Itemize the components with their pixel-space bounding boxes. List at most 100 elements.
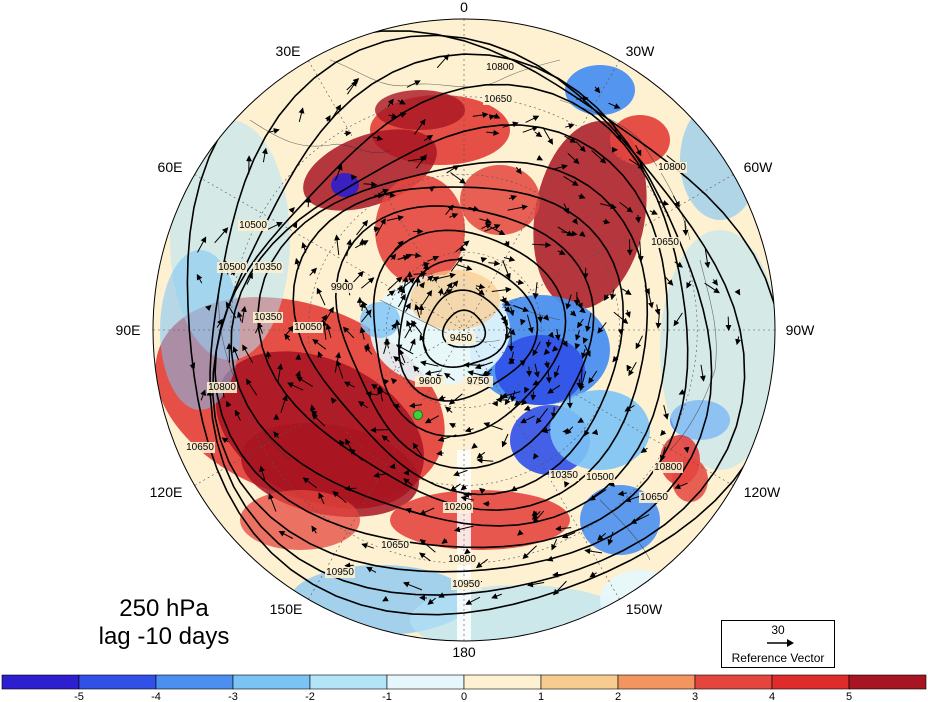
wind-vector [617,490,627,497]
wind-vector [301,241,308,253]
wind-vector [444,406,453,413]
wind-vector [471,442,478,449]
wind-vector [246,378,258,396]
height-contour [372,229,567,438]
longitude-label: 0 [460,0,468,15]
wind-vector [654,304,661,316]
wind-vector [343,381,355,388]
wind-vector [246,272,253,285]
wind-vector [311,413,326,427]
colorbar-swatch [1,674,80,690]
wind-vector [483,422,503,430]
wind-vector [351,174,358,181]
wind-vector [459,245,467,252]
wind-vector [446,165,460,174]
wind-vector [504,324,516,336]
wind-vector [510,485,518,492]
coastline [669,259,717,451]
wind-vector [460,495,475,502]
wind-vector [403,478,413,486]
wind-vector [394,240,404,251]
contour-label-bg [639,492,669,503]
wind-vector [547,331,555,339]
wind-vector [704,282,720,294]
wind-vector [588,370,598,384]
wind-vector [317,351,324,359]
coastline [249,119,391,154]
contour-label-bg [325,567,355,578]
wind-vector [659,446,666,462]
wind-vector [552,571,565,578]
wind-vector [569,310,577,317]
wind-vector [561,230,578,237]
wind-vector [259,465,266,482]
colorbar-swatch [848,674,927,690]
title-level: 250 hPa [119,595,209,622]
wind-vector [545,370,552,384]
wind-vector [399,255,410,261]
wind-vector [578,193,586,199]
wind-vector [294,257,301,270]
wind-vector [532,510,545,524]
wind-vector [613,311,629,324]
wind-vector [579,307,586,314]
wind-vector [242,344,253,363]
coastline [329,59,561,88]
contour-label: 10050 [294,322,322,333]
wind-vector [584,548,603,555]
height-contour [257,160,649,512]
wind-vector [583,428,590,437]
wind-vector [196,273,203,284]
wind-vector [381,435,390,443]
colorbar-tick-label: -1 [382,691,392,702]
colorbar-tick-label: -4 [151,691,161,702]
reference-vector-label: Reference Vector [731,651,825,665]
wind-vector [635,214,642,224]
wind-vector [221,437,229,444]
wind-vector [619,202,633,213]
anomaly-patch [460,165,540,235]
wind-vector [542,127,554,145]
wind-vector [522,545,537,560]
wind-vector [507,358,515,364]
wind-vector [305,196,312,208]
wind-vector [547,384,561,394]
wind-vector [214,227,229,244]
colorbar-tick-label: 2 [615,691,621,702]
wind-vector [608,102,621,109]
wind-vector [377,385,384,402]
wind-vector [581,348,587,359]
wind-vector [427,275,434,282]
wind-vector [577,369,584,390]
coastline [559,99,691,241]
wind-vector [302,477,318,489]
wind-vector [678,389,686,395]
wind-vector [365,391,378,398]
wind-vector [577,417,585,423]
wind-vector [576,95,589,102]
wind-vector [427,255,440,262]
wind-vector [501,433,509,448]
wind-vector [621,288,632,295]
wind-vector [449,423,456,429]
wind-vector [346,78,360,91]
colorbar-tick-label: 5 [846,691,852,702]
wind-vector [553,580,567,596]
wind-vector [359,301,366,312]
wind-vector [522,125,539,133]
wind-vector [513,305,530,313]
wind-vector [563,203,570,215]
wind-vector [443,282,453,295]
wind-vector [482,368,493,377]
contour-label: 10650 [381,540,409,551]
wind-vector [480,257,488,263]
wind-vector [405,302,411,312]
wind-vector [413,270,427,277]
wind-vector [476,451,486,459]
wind-vector [475,283,486,290]
wind-vector [565,426,574,435]
wind-vector [257,322,264,334]
anomaly-patch [600,570,680,630]
wind-vector [524,386,530,394]
wind-vector [389,463,396,470]
